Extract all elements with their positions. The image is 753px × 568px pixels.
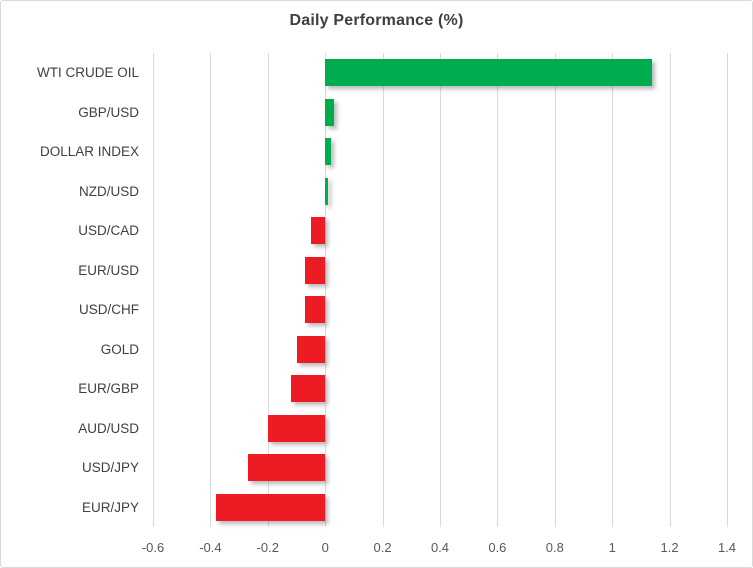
gridline xyxy=(382,53,384,527)
category-label: EUR/USD xyxy=(78,262,139,278)
category-label: DOLLAR INDEX xyxy=(39,144,139,159)
bar-negative xyxy=(290,375,326,403)
chart-title: Daily Performance (%) xyxy=(289,12,464,29)
bar-negative xyxy=(247,454,326,482)
bar-row xyxy=(153,251,727,291)
gridline xyxy=(612,53,614,527)
bar-row xyxy=(153,211,727,251)
bar-negative xyxy=(267,414,326,442)
bar-row xyxy=(153,93,727,133)
bar-row xyxy=(153,488,727,528)
bar-positive xyxy=(325,138,331,166)
bar-negative xyxy=(305,296,326,324)
gridline xyxy=(669,53,671,527)
gridline xyxy=(153,53,154,527)
gridline xyxy=(727,53,728,527)
bar-positive xyxy=(325,59,653,87)
category-label: EUR/GBP xyxy=(78,381,139,396)
category-label: AUD/USD xyxy=(78,420,139,436)
bar-row xyxy=(153,448,727,488)
category-axis: WTI CRUDE OIL GBP/USD DOLLAR INDEX NZD/USD U… xyxy=(1,53,139,527)
category-label: USD/CHF xyxy=(79,302,139,317)
category-label: GOLD xyxy=(100,341,139,357)
category-label: GBP/USD xyxy=(78,104,139,120)
x-tick-label: 0.6 xyxy=(488,540,507,555)
category-label: USD/JPY xyxy=(81,460,139,475)
x-tick-label: 1.2 xyxy=(660,540,679,555)
bar-negative xyxy=(305,256,326,284)
bar-negative xyxy=(216,493,326,521)
bar-row xyxy=(153,369,727,409)
x-tick-label: -0.2 xyxy=(256,540,279,555)
bar-row xyxy=(153,290,727,330)
x-tick-label: 0 xyxy=(321,540,329,555)
bar-negative xyxy=(310,217,326,245)
bar-positive xyxy=(325,98,334,126)
gridline xyxy=(440,53,441,527)
bar-row xyxy=(153,53,727,93)
category-label: NZD/USD xyxy=(79,183,139,199)
gridline xyxy=(267,53,269,527)
bar-row xyxy=(153,172,727,212)
x-tick-label: 0.4 xyxy=(430,540,450,555)
x-tick-label: -0.4 xyxy=(199,540,222,555)
x-tick-label: -0.6 xyxy=(141,540,165,555)
gridline xyxy=(325,53,327,527)
x-tick-label: 1 xyxy=(608,540,616,555)
gridline xyxy=(210,53,212,527)
x-tick-label: 0.2 xyxy=(373,540,392,555)
category-label: USD/CAD xyxy=(78,223,139,238)
category-label: WTI CRUDE OIL xyxy=(36,65,139,80)
bar-row xyxy=(153,409,727,449)
x-tick-label: 0.8 xyxy=(545,540,564,555)
category-label: EUR/JPY xyxy=(81,499,139,515)
x-tick-label: 1.4 xyxy=(717,540,737,555)
bar-row xyxy=(153,330,727,370)
plot-area xyxy=(153,53,728,528)
bar-positive xyxy=(325,177,329,205)
bar-negative xyxy=(296,335,326,363)
gridline xyxy=(497,53,499,527)
gridline xyxy=(554,53,556,527)
bar-row xyxy=(153,132,727,172)
